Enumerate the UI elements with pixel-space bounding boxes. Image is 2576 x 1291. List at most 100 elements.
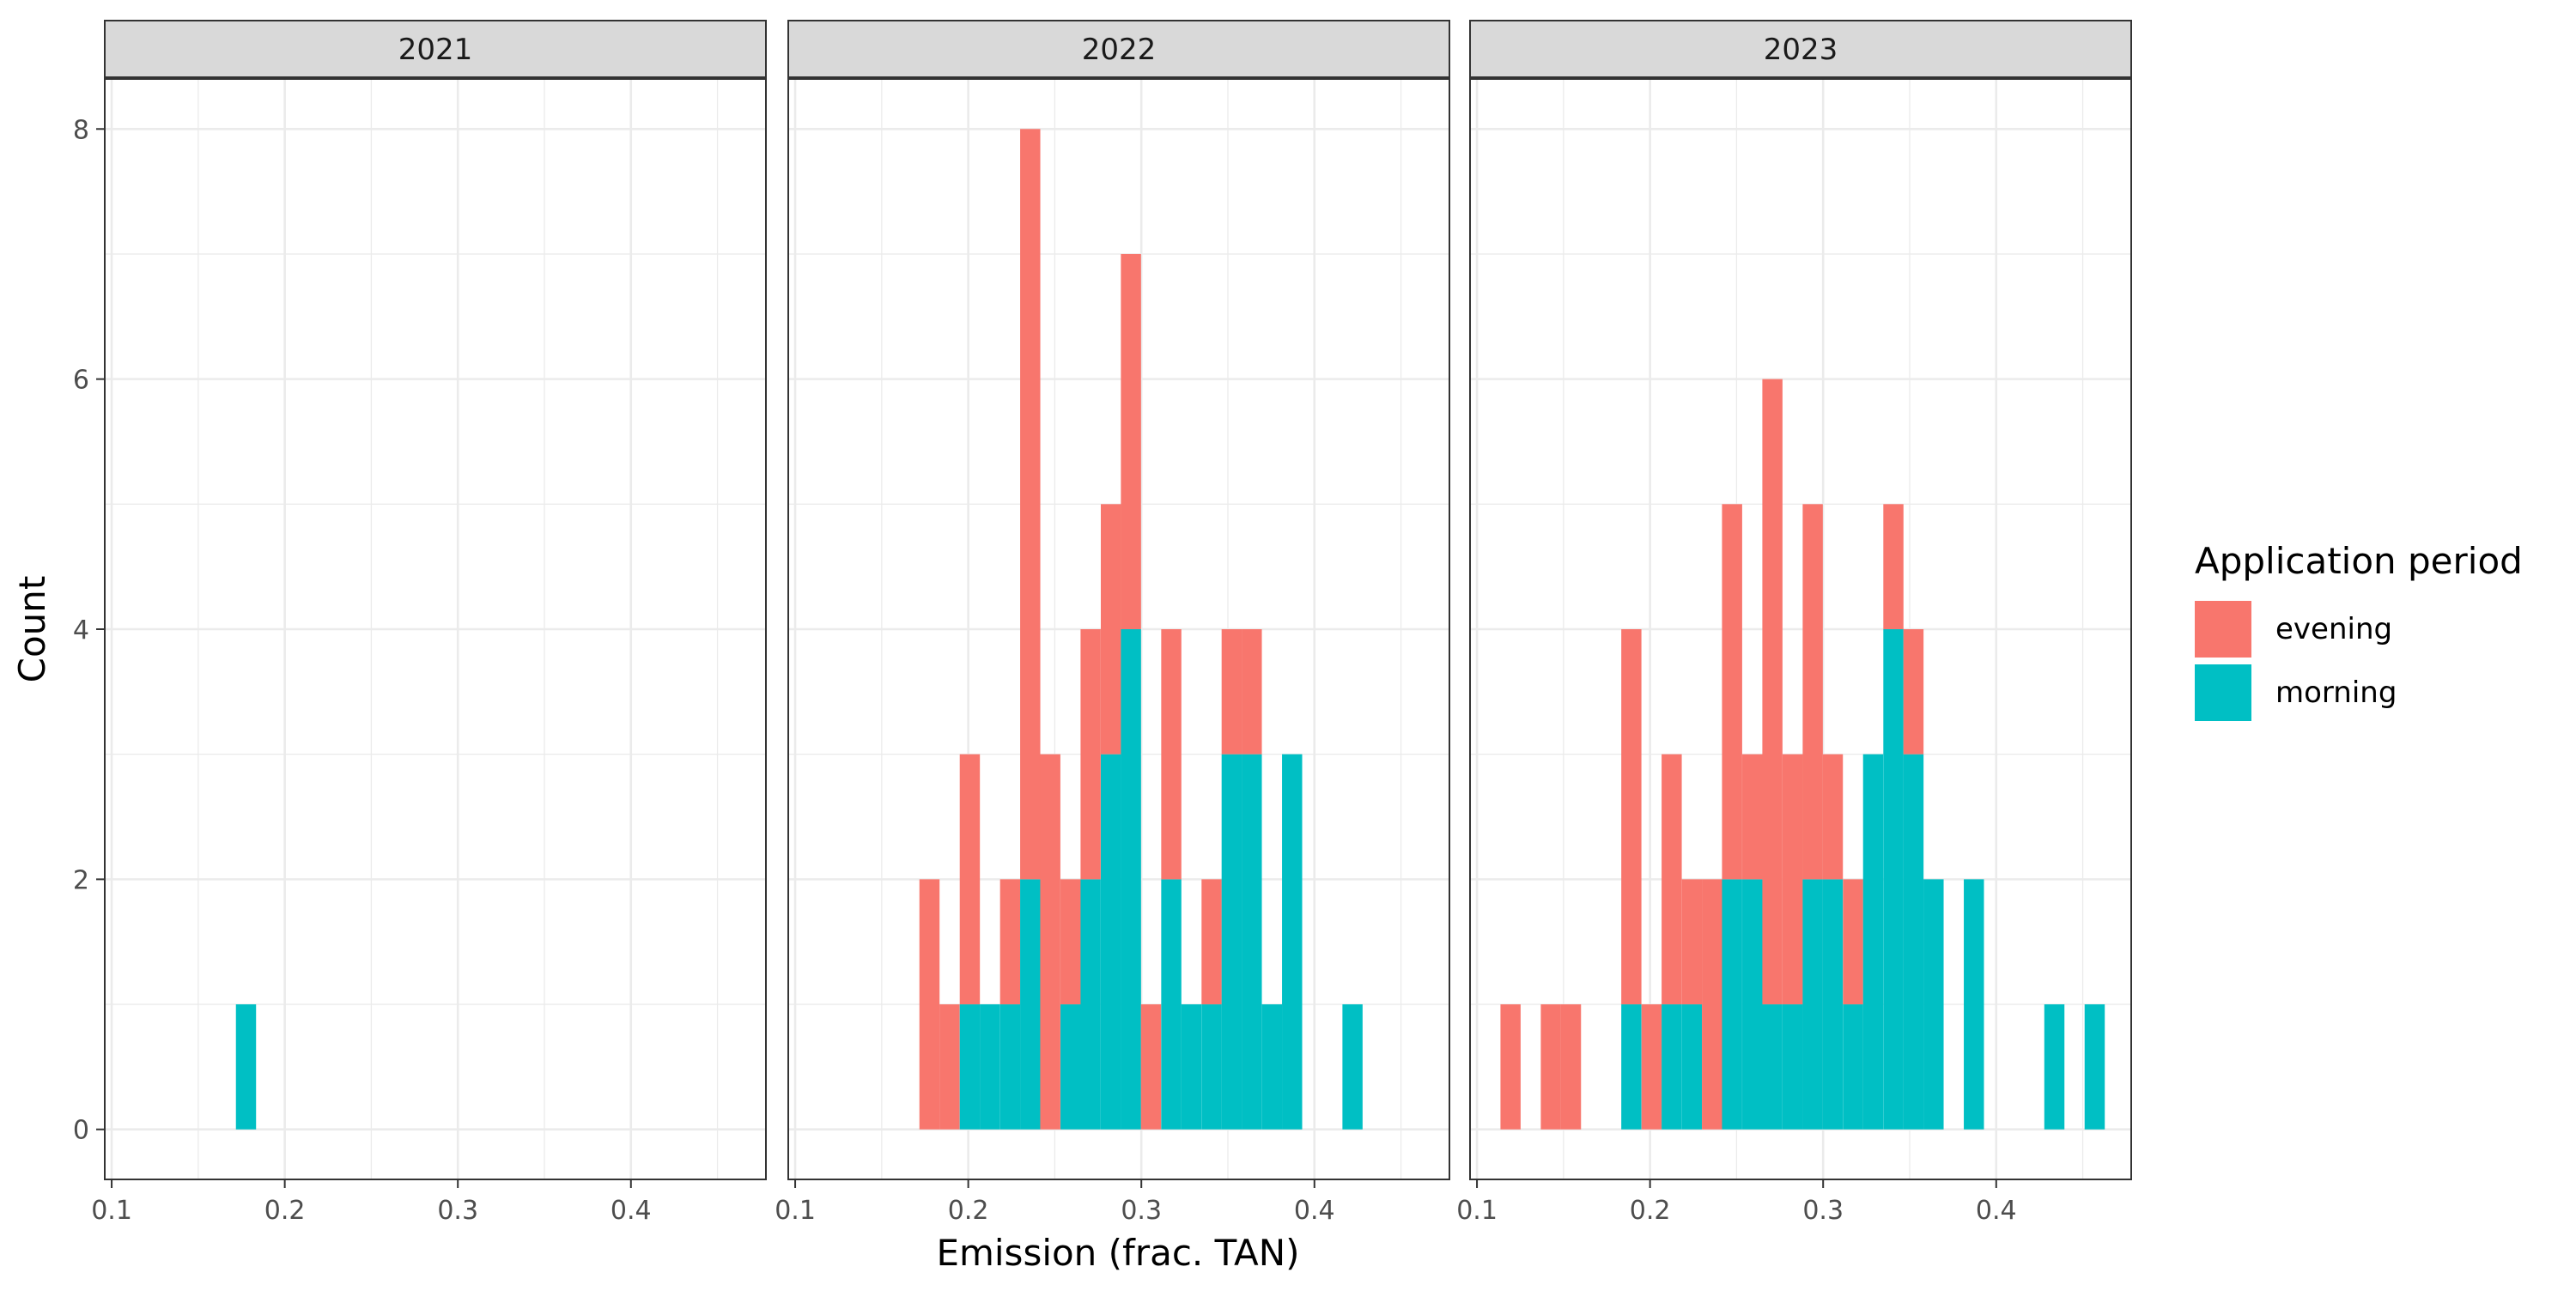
x-tick-label: 0.2 (948, 1196, 989, 1226)
bar-morning (959, 1004, 981, 1130)
bar-evening (1161, 629, 1182, 880)
bar-morning (980, 1004, 1000, 1130)
bar-evening (959, 754, 981, 1005)
bar-morning (1923, 879, 1944, 1130)
bar-morning (1282, 754, 1303, 1130)
bar-evening (1060, 879, 1081, 1005)
bar-evening (1802, 504, 1823, 880)
y-tick-label: 4 (73, 615, 89, 646)
x-tick-label: 0.1 (1456, 1196, 1498, 1226)
bar-morning (1762, 1004, 1783, 1130)
x-axis-title: Emission (frac. TAN) (936, 1232, 1299, 1274)
bar-morning (1843, 1004, 1863, 1130)
bar-morning (1802, 879, 1823, 1130)
bar-evening (1762, 379, 1783, 1005)
facet-strip-label: 2022 (1082, 33, 1157, 67)
bar-morning (1181, 1004, 1202, 1130)
legend-label-evening: evening (2275, 612, 2392, 646)
bar-morning (1722, 879, 1742, 1130)
x-tick-label: 0.4 (1294, 1196, 1335, 1226)
bar-evening (1681, 879, 1703, 1005)
bar-morning (1242, 754, 1262, 1130)
x-tick-label: 0.3 (1121, 1196, 1162, 1226)
bar-morning (999, 1004, 1021, 1130)
legend-key-evening (2195, 601, 2251, 658)
facet-strip-label: 2023 (1764, 33, 1838, 67)
panel-border (787, 78, 1450, 1180)
bar-evening (1020, 129, 1041, 880)
bar-morning (1621, 1004, 1642, 1130)
bar-morning (1903, 754, 1924, 1130)
bar-morning (235, 1004, 257, 1130)
bar-morning (1121, 629, 1141, 1130)
y-tick-label: 6 (73, 366, 89, 396)
bar-morning (1100, 754, 1121, 1130)
bar-morning (1883, 629, 1904, 1130)
bar-evening (1500, 1004, 1521, 1130)
x-tick-label: 0.1 (91, 1196, 132, 1226)
bar-evening (1822, 754, 1844, 880)
bar-evening (1883, 504, 1904, 629)
x-tick-label: 0.2 (264, 1196, 306, 1226)
bar-morning (1201, 1004, 1222, 1130)
bar-evening (1662, 754, 1682, 1005)
legend-key-morning (2195, 664, 2251, 721)
legend-label-morning: morning (2275, 676, 2397, 710)
bar-evening (1742, 754, 1763, 880)
x-tick-label: 0.3 (437, 1196, 478, 1226)
bar-evening (1641, 1004, 1662, 1130)
bar-morning (1261, 1004, 1283, 1130)
bar-morning (1681, 1004, 1703, 1130)
bar-morning (1221, 754, 1242, 1130)
bar-evening (1242, 629, 1262, 755)
bar-evening (1140, 1004, 1162, 1130)
bar-evening (919, 879, 940, 1130)
bar-evening (1702, 879, 1722, 1130)
bar-morning (1662, 1004, 1682, 1130)
bar-morning (2044, 1004, 2065, 1130)
bar-evening (1782, 754, 1803, 1005)
x-tick-label: 0.3 (1802, 1196, 1844, 1226)
bar-evening (1903, 629, 1924, 755)
y-tick-label: 2 (73, 865, 89, 895)
bar-morning (1020, 879, 1041, 1130)
facet-strip (787, 20, 1450, 78)
y-tick-label: 8 (73, 115, 89, 145)
bar-evening (1100, 504, 1121, 755)
facet-strip-label: 2021 (398, 33, 473, 67)
bar-morning (1161, 879, 1182, 1130)
bar-evening (1560, 1004, 1582, 1130)
panel-border (1469, 78, 2132, 1180)
y-tick-label: 0 (73, 1116, 89, 1146)
x-tick-label: 0.2 (1630, 1196, 1671, 1226)
bar-morning (1782, 1004, 1803, 1130)
bar-evening (1201, 879, 1222, 1005)
y-axis-title: Count (11, 576, 53, 683)
bar-morning (1060, 1004, 1081, 1130)
bar-morning (1862, 754, 1884, 1130)
bar-morning (2084, 1004, 2105, 1130)
bar-morning (1822, 879, 1844, 1130)
facet-strip (104, 20, 767, 78)
bar-evening (1221, 629, 1242, 755)
bar-morning (1342, 1004, 1363, 1130)
bar-morning (1964, 879, 1984, 1130)
bar-evening (1621, 629, 1642, 1005)
bar-evening (1040, 754, 1060, 1130)
facet-strip (1469, 20, 2132, 78)
bar-evening (1121, 253, 1141, 629)
bar-evening (939, 1004, 960, 1130)
bar-morning (1080, 879, 1101, 1130)
bar-evening (999, 879, 1021, 1005)
bar-morning (1742, 879, 1763, 1130)
bar-evening (1080, 629, 1101, 880)
bar-evening (1722, 504, 1742, 880)
bar-evening (1540, 1004, 1561, 1130)
x-tick-label: 0.4 (1976, 1196, 2017, 1226)
x-tick-label: 0.4 (611, 1196, 652, 1226)
bar-evening (1843, 879, 1863, 1005)
legend-title: Application period (2195, 540, 2523, 582)
x-tick-label: 0.1 (775, 1196, 816, 1226)
